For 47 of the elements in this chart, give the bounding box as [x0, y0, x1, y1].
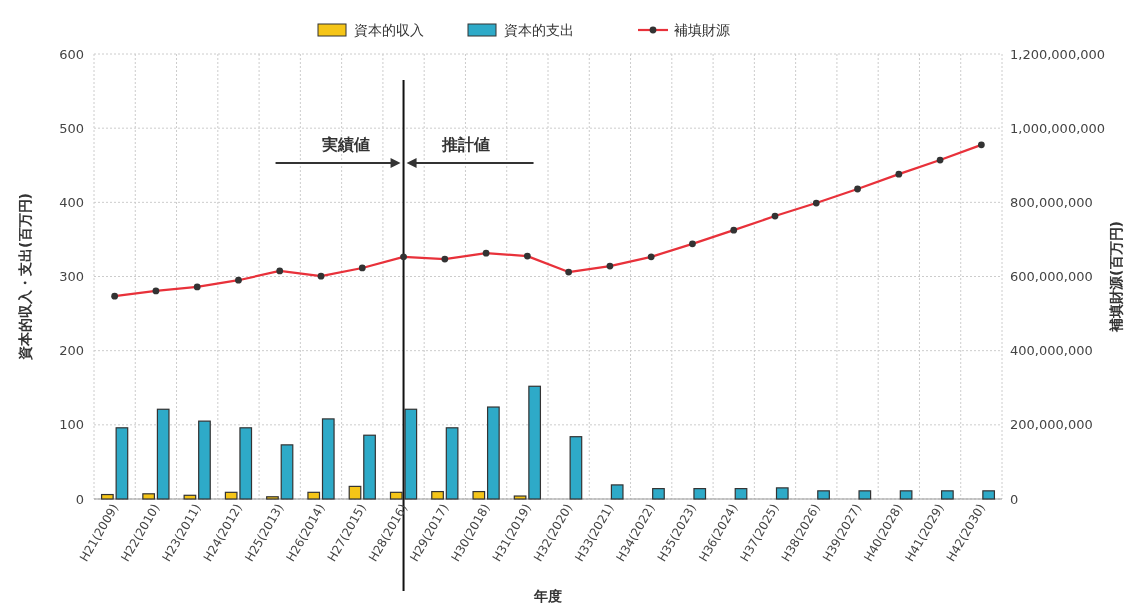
bar	[472, 490, 486, 500]
y2-tick-label: 800,000,000	[1010, 194, 1093, 210]
bar	[266, 496, 279, 500]
bar	[486, 406, 500, 500]
bar	[982, 490, 996, 500]
bar	[899, 490, 913, 500]
y-tick-label: 200	[59, 343, 84, 359]
y-tick-label: 300	[59, 269, 84, 285]
bar	[569, 436, 583, 500]
bar	[445, 427, 459, 500]
bar	[348, 485, 362, 500]
y2-tick-label: 200,000,000	[1010, 417, 1093, 433]
bar	[307, 491, 321, 500]
bar	[431, 490, 444, 500]
bar	[858, 490, 872, 500]
y-tick-label: 600	[59, 46, 84, 62]
y2-axis-title: 補填財源(百万円)	[1108, 221, 1124, 333]
bar	[652, 488, 665, 500]
y-tick-label: 0	[75, 491, 84, 507]
bar	[693, 488, 707, 500]
annotation: 実績値	[320, 135, 370, 154]
y2-tick-label: 1,000,000,000	[1010, 120, 1106, 136]
annotation: 推計値	[440, 135, 490, 154]
y2-tick-label: 600,000,000	[1010, 269, 1093, 285]
y-tick-label: 500	[59, 120, 84, 136]
x-axis-title: 年度	[533, 588, 562, 604]
legend-label: 資本的支出	[504, 21, 574, 38]
bar	[321, 418, 335, 500]
bar	[610, 484, 624, 500]
bar	[142, 493, 156, 500]
y2-tick-label: 0	[1010, 491, 1019, 507]
bar	[775, 487, 789, 500]
y2-tick-label: 1,200,000,000	[1010, 46, 1106, 62]
bar	[734, 488, 748, 500]
bar	[363, 434, 376, 500]
y-axis-title: 資本的収入・支出(百万円)	[17, 193, 33, 361]
y-tick-label: 400	[59, 194, 84, 210]
bar	[183, 494, 197, 500]
y2-tick-label: 400,000,000	[1010, 343, 1093, 359]
legend-label: 補填財源	[674, 21, 730, 38]
legend-label: 資本的収入	[354, 21, 424, 38]
y-tick-label: 100	[59, 417, 84, 433]
bar	[198, 420, 211, 500]
bar	[156, 408, 170, 500]
bar	[280, 444, 294, 500]
bar	[940, 490, 954, 500]
bar	[817, 490, 830, 500]
